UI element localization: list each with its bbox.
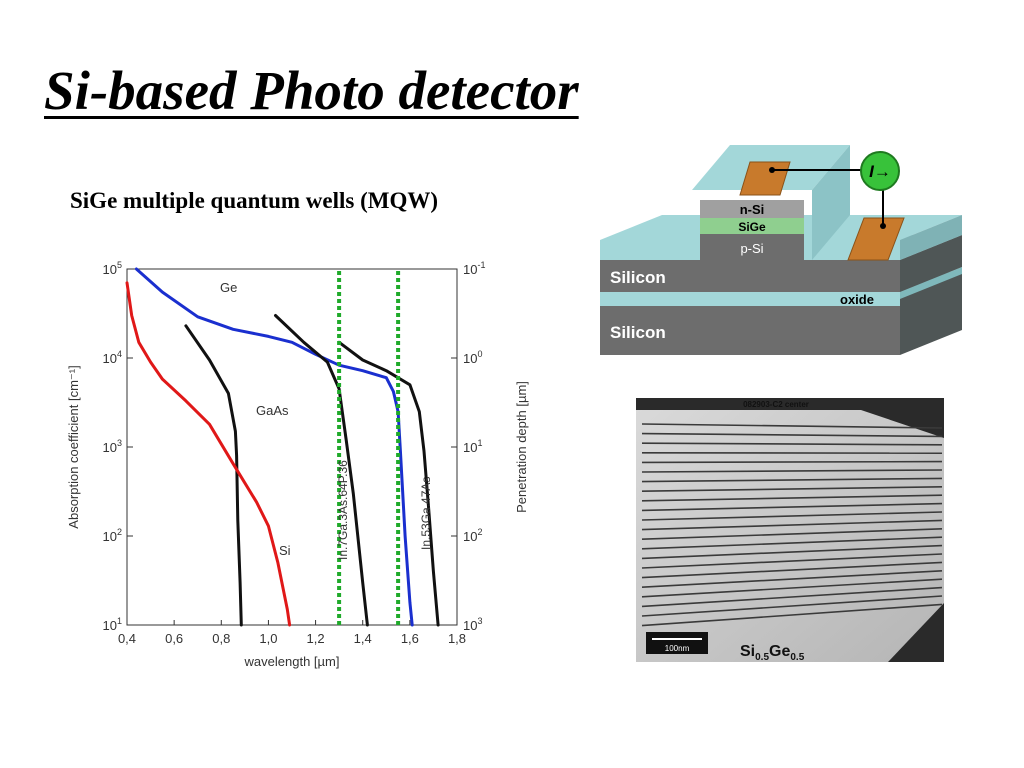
tem-sample-region	[636, 410, 944, 662]
y2-tick-label: 101	[463, 438, 482, 455]
series-layer	[125, 267, 440, 627]
bottom-silicon-slab	[600, 297, 900, 355]
y2-tick-label: 103	[463, 616, 482, 633]
material-si: Si	[740, 643, 755, 660]
tem-quantum-well-line	[641, 477, 943, 483]
device-cross-section: I→ n-Si SiGe p-Si Silicon oxide Silicon	[600, 140, 962, 358]
bottom-contact	[847, 217, 905, 261]
tem-micrograph: 082903-C2 center 100nm Si0.5Ge0.5	[636, 398, 944, 663]
series-line	[337, 340, 440, 627]
tem-quantum-well-line	[641, 469, 943, 473]
series-line	[134, 267, 414, 627]
x-tick-label: 1,0	[259, 631, 277, 646]
x-ticks: 0,4 0,6 0,8 1,0 1,2 1,4 1,6 1,8	[118, 620, 466, 646]
y-tick-label: 101	[103, 616, 122, 633]
y-tick-label: 104	[103, 349, 122, 366]
sige-layer	[700, 218, 804, 234]
label-ingaas: In.53Ga.47As	[419, 477, 433, 550]
x-tick-label: 1,4	[354, 631, 372, 646]
n-si-label: n-Si	[740, 202, 765, 217]
absorption-chart: 0,4 0,6 0,8 1,0 1,2 1,4 1,6 1,8 105 104 103 102 101…	[60, 250, 540, 680]
y2-ticks: 10-1 100 101 102 103	[451, 260, 485, 633]
oxide-label: oxide	[840, 292, 874, 307]
x-tick-label: 1,2	[307, 631, 325, 646]
y2-axis-label: Penetration depth [µm]	[514, 381, 529, 513]
silicon-bottom-label: Silicon	[610, 323, 666, 342]
x-tick-label: 0,4	[118, 631, 136, 646]
tem-quantum-well-line	[641, 578, 943, 598]
tem-quantum-well-line	[641, 423, 943, 429]
top-silicon-slab	[600, 260, 900, 292]
top-silicon-side-face	[900, 235, 962, 292]
sige-label: SiGe	[738, 220, 766, 234]
oxide-layer	[600, 292, 900, 306]
tem-quantum-well-line	[641, 586, 943, 608]
y2-tick-label: 100	[463, 349, 482, 366]
y2-tick-label: 102	[463, 527, 482, 544]
tem-quantum-well-line	[641, 494, 943, 502]
mesa-side-face	[812, 145, 850, 260]
p-si-layer	[700, 234, 804, 260]
y-ticks: 105 104 103 102 101	[103, 260, 133, 633]
slide-title: Si-based Photo detector	[44, 60, 579, 121]
tem-quantum-well-line	[641, 595, 943, 617]
wire-dot-bottom	[880, 223, 886, 229]
material-sub2: 0.5	[790, 652, 804, 662]
tem-quantum-well-line	[641, 460, 943, 464]
tem-quantum-well-line	[641, 486, 943, 492]
tem-quantum-well-line	[641, 570, 943, 588]
tem-quantum-well-line	[641, 432, 943, 438]
label-ge: Ge	[220, 280, 237, 295]
y2-tick-label: 10-1	[463, 260, 485, 277]
tem-quantum-well-line	[641, 528, 943, 540]
tem-header: 082903-C2 center	[743, 400, 809, 409]
x-tick-label: 0,6	[165, 631, 183, 646]
wire-dot-top	[769, 167, 775, 173]
material-sub1: 0.5	[755, 652, 769, 662]
slide-subtitle: SiGe multiple quantum wells (MQW)	[70, 188, 439, 213]
series-line	[184, 324, 243, 627]
tem-quantum-well-line	[641, 519, 943, 531]
y-axis-label: Absorption coefficient [cm⁻¹]	[66, 365, 81, 528]
material-label: Si0.5Ge0.5	[740, 643, 805, 662]
tem-quantum-well-line	[641, 536, 943, 550]
series-line	[125, 281, 292, 627]
tem-quantum-well-line	[641, 442, 943, 446]
p-si-platform-side	[900, 215, 962, 260]
tem-quantum-well-line	[641, 511, 943, 521]
x-tick-label: 1,8	[448, 631, 466, 646]
n-si-layer	[700, 200, 804, 218]
label-si: Si	[279, 543, 291, 558]
scale-bar-label: 100nm	[665, 644, 690, 653]
x-axis-label: wavelength [µm]	[244, 654, 340, 669]
tem-quantum-well-line	[641, 544, 943, 560]
tem-quantum-well-line	[641, 603, 943, 627]
tem-layer-stack	[641, 423, 943, 627]
p-si-label: p-Si	[740, 241, 763, 256]
y-tick-label: 103	[103, 438, 122, 455]
label-ingaasp: In.7Ga.3As.64P.36	[336, 460, 350, 560]
y-tick-label: 105	[103, 260, 122, 277]
x-tick-label: 0,8	[212, 631, 230, 646]
series-line	[274, 314, 369, 627]
x-tick-label: 1,6	[401, 631, 419, 646]
label-gaas: GaAs	[256, 403, 289, 418]
material-ge: Ge	[769, 643, 790, 660]
tem-quantum-well-line	[641, 561, 943, 579]
silicon-top-label: Silicon	[610, 268, 666, 287]
oxide-side-face	[900, 267, 962, 299]
tem-quantum-well-line	[641, 553, 943, 569]
scale-bar-box	[646, 632, 708, 654]
ammeter-icon	[860, 151, 900, 191]
ammeter-label: I→	[869, 162, 891, 181]
tem-quantum-well-line	[641, 502, 943, 512]
y-tick-label: 102	[103, 527, 122, 544]
